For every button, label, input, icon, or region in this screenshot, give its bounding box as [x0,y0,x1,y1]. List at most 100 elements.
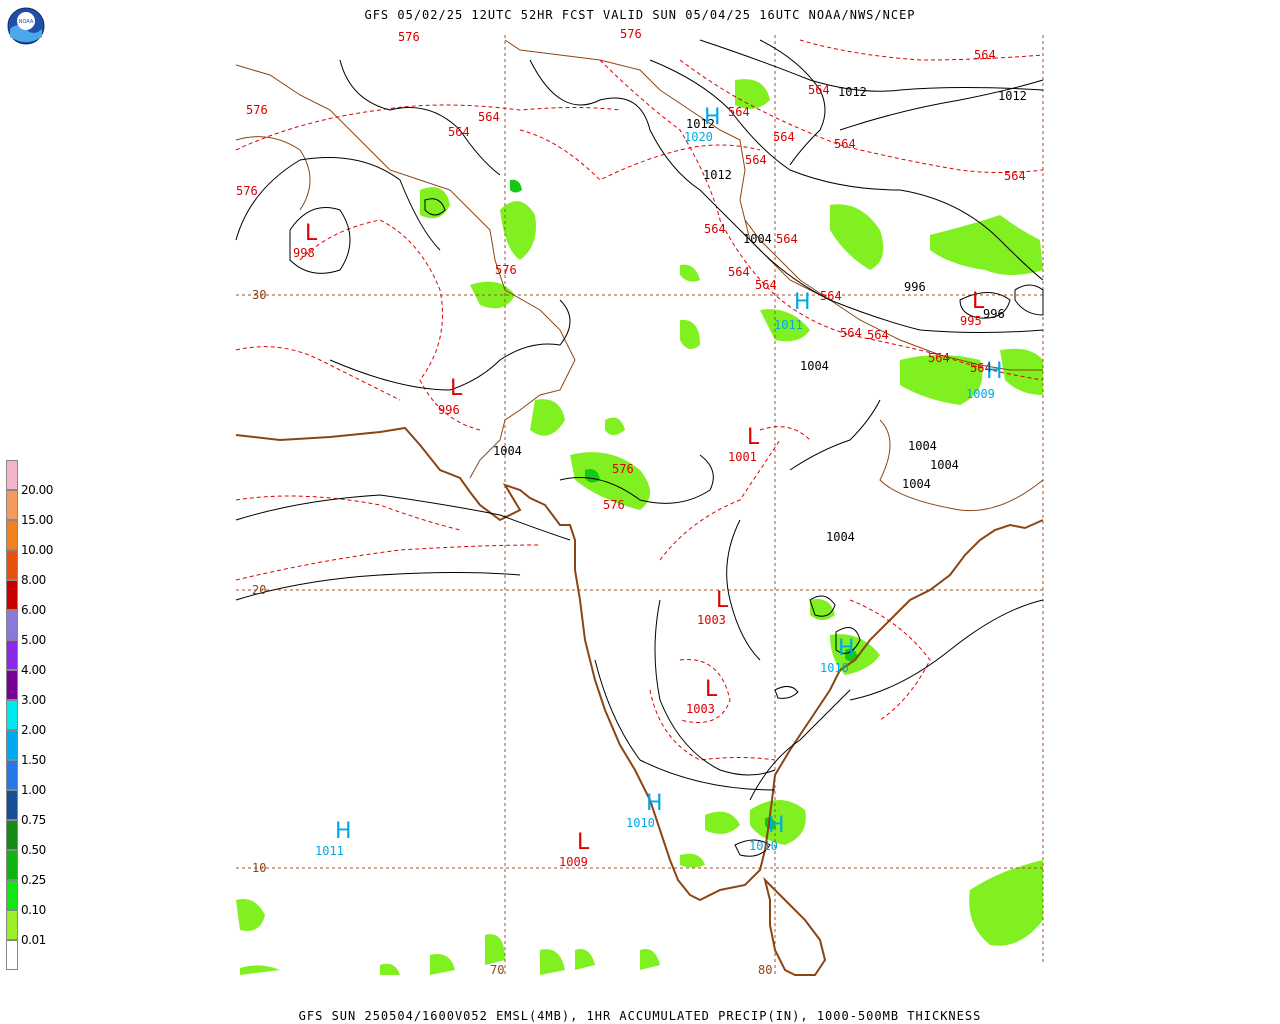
high-value: 1010 [749,839,778,853]
legend-swatch [6,580,18,610]
thickness-label: 564 [448,125,470,139]
legend-swatch [6,460,18,490]
legend-label: 4.00 [21,663,46,677]
high-symbol: H [986,359,1003,384]
coastlines [235,426,1044,976]
high-symbol: H [704,105,721,130]
legend-row: 0.75 [6,790,66,827]
thickness-label: 576 [236,184,258,198]
legend-swatch [6,790,18,820]
legend-swatch [6,520,18,550]
legend-swatch [6,700,18,730]
high-centers: H 1020 H 1011 H 1009 H 1010 H 1010 H 101… [315,105,1003,858]
low-symbol: L [450,376,463,401]
thickness-label: 564 [728,105,750,119]
map-caption: GFS SUN 250504/1600V052 EMSL(4MB), 1HR A… [298,1009,982,1023]
thickness-label: 564 [867,328,889,342]
thickness-label: 564 [776,232,798,246]
high-value: 1010 [626,816,655,830]
legend-label: 0.75 [21,813,46,827]
legend-label: 8.00 [21,573,46,587]
legend-label: 5.00 [21,633,46,647]
low-value: 995 [960,314,982,328]
legend-label: 1.50 [21,753,46,767]
low-symbol: L [705,677,718,702]
thickness-label: 564 [928,351,950,365]
thickness-label: 564 [840,326,862,340]
high-symbol: H [768,813,785,838]
isobar-label: 1004 [930,458,959,472]
thickness-label: 564 [755,278,777,292]
low-symbol: L [305,221,318,246]
legend-row: 6.00 [6,580,66,617]
thickness-label: 564 [773,130,795,144]
legend-row: 8.00 [6,550,66,587]
legend-label: 0.10 [21,903,46,917]
legend-swatch [6,850,18,880]
legend-row: 15.00 [6,490,66,527]
isobar-label: 996 [983,307,1005,321]
legend-row: 0.01 [6,910,66,947]
legend-row: 4.00 [6,640,66,677]
thickness-label: 576 [612,462,634,476]
high-value: 1009 [966,387,995,401]
low-value: 1003 [686,702,715,716]
precip-legend: 20.00 15.00 10.00 8.00 6.00 5.00 4.00 3.00 2.00 1… [6,460,66,970]
legend-row: 2.00 [6,700,66,737]
legend-label: 2.00 [21,723,46,737]
lon-label: 70 [490,963,504,977]
low-value: 998 [293,246,315,260]
legend-swatch [6,880,18,910]
thickness-label: 564 [834,137,856,151]
legend-label: 0.01 [21,933,46,947]
legend-swatch [6,550,18,580]
thickness-label: 564 [970,361,992,375]
legend-swatch [6,940,18,970]
lat-label: 10 [252,861,266,875]
legend-swatch [6,670,18,700]
thickness-label: 576 [398,30,420,44]
high-symbol: H [838,636,855,661]
isobar-label: 1004 [493,444,522,458]
low-value: 1001 [728,450,757,464]
latlon-grid [236,35,1044,975]
low-symbol: L [972,289,985,314]
isobar-labels: 1012 1012 1012 1012 1004 996 996 1004 10… [493,85,1027,544]
low-symbol: L [716,588,729,613]
legend-row: 0.50 [6,820,66,857]
isobar-label: 1012 [686,117,715,131]
borders [235,39,1044,512]
precip-areas [236,79,1043,975]
legend-swatch [6,730,18,760]
high-value: 1011 [774,318,803,332]
lon-label: 80 [758,963,772,977]
lat-label: 30 [252,288,266,302]
isobar-label: 1004 [908,439,937,453]
thickness-label: 564 [478,110,500,124]
isobar-label: 1012 [703,168,732,182]
high-symbol: H [335,819,352,844]
high-symbol: H [646,791,663,816]
thickness-label: 564 [704,222,726,236]
isobar-label: 1004 [826,530,855,544]
low-symbol: L [577,830,590,855]
legend-row: 1.50 [6,730,66,767]
legend-row: 0.25 [6,850,66,887]
legend-label: 1.00 [21,783,46,797]
thickness-label: 564 [808,83,830,97]
high-value: 1020 [684,130,713,144]
low-value: 1003 [697,613,726,627]
high-symbol: H [794,290,811,315]
legend-swatch [6,910,18,940]
legend-swatch [6,820,18,850]
lat-label: 20 [252,583,266,597]
thickness-label: 564 [974,48,996,62]
legend-label: 3.00 [21,693,46,707]
low-value: 1009 [559,855,588,869]
legend-row: 0.10 [6,880,66,917]
low-symbol: L [747,425,760,450]
legend-label: 15.00 [21,513,53,527]
thickness-label: 576 [495,263,517,277]
legend-row: 1.00 [6,760,66,797]
